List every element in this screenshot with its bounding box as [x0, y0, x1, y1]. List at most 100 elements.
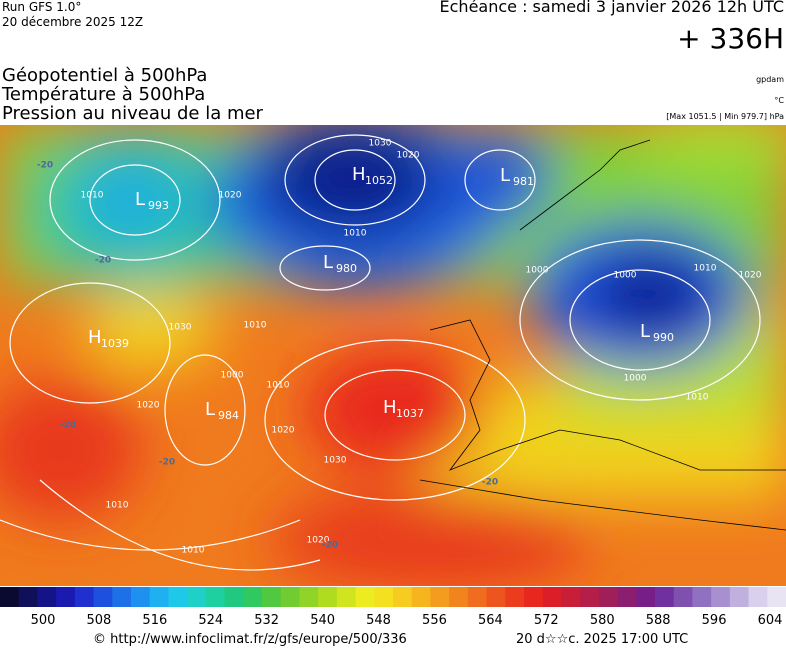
colorbar-swatch — [280, 587, 300, 607]
colorbar-swatch — [187, 587, 207, 607]
center-type: L — [640, 321, 650, 342]
title: Géopotentiel à 500hPa — [2, 65, 207, 86]
colorbar-swatch — [655, 587, 675, 607]
colorbar-swatch — [205, 587, 226, 607]
center-value: 984 — [218, 409, 239, 422]
isobar-label: 1010 — [267, 381, 290, 391]
center-value: 980 — [336, 262, 357, 275]
unit: [Max 1051.5 | Min 979.7] hPa — [666, 112, 784, 121]
colorbar-swatch — [224, 587, 244, 607]
colorbar-swatch — [617, 587, 637, 607]
colorbar-swatch — [112, 587, 132, 607]
colorbar-swatch — [486, 587, 506, 607]
colorbar-tick: 532 — [254, 613, 279, 628]
temperature-label: -20 — [159, 458, 175, 468]
colorbar-swatch — [0, 587, 20, 607]
colorbar-tick: 540 — [310, 613, 335, 628]
isobar-label: 1010 — [344, 229, 367, 239]
colorbar-swatch — [243, 587, 263, 607]
temperature-label: -20 — [482, 478, 498, 488]
isobar-label: 1000 — [614, 271, 637, 281]
colorbar-swatch — [411, 587, 431, 607]
colorbar-tick: 604 — [758, 613, 783, 628]
center-type: L — [135, 189, 145, 210]
temperature-label: -20 — [60, 421, 76, 431]
center-type: L — [205, 399, 215, 420]
colorbar-swatch — [748, 587, 768, 607]
colorbar-swatch — [74, 587, 95, 607]
colorbar-swatch — [131, 587, 151, 607]
colorbar-swatch — [542, 587, 562, 607]
title: Pression au niveau de la mer — [2, 103, 264, 124]
center-value: 1039 — [101, 337, 129, 350]
isobar-label: 1030 — [324, 456, 347, 466]
colorbar-swatch — [580, 587, 600, 607]
colorbar-swatch — [37, 587, 57, 607]
isobar-label: 1020 — [137, 401, 160, 411]
colorbar-tick: 500 — [31, 613, 56, 628]
isobar-label: 1020 — [397, 151, 420, 161]
center-type: H — [352, 164, 366, 185]
colorbar-swatch — [598, 587, 619, 607]
isobar-label: 1010 — [244, 321, 267, 331]
isobar-label: 1000 — [221, 371, 244, 381]
colorbar-swatch — [149, 587, 169, 607]
colorbar-swatch — [262, 587, 282, 607]
colorbar-swatch — [374, 587, 394, 607]
isobar-label: 1030 — [169, 323, 192, 333]
temperature-label: -20 — [322, 541, 338, 551]
colorbar-swatch — [93, 587, 113, 607]
colorbar-tick: 572 — [534, 613, 559, 628]
colorbar-swatch — [467, 587, 488, 607]
title: Température à 500hPa — [1, 84, 205, 105]
unit: gpdam — [756, 75, 784, 84]
isobar-label: 1010 — [694, 264, 717, 274]
colorbar-tick: 564 — [478, 613, 503, 628]
isobar-label: 1000 — [624, 374, 647, 384]
isobar-label: 1010 — [182, 546, 205, 556]
isobar-label: 1010 — [686, 393, 709, 403]
unit: °C — [774, 96, 784, 105]
isobar-label: 1000 — [526, 266, 549, 276]
colorbar-swatch — [636, 587, 656, 607]
colorbar-tick: 556 — [422, 613, 447, 628]
lead-time: + 336H — [677, 22, 784, 55]
center-value: 990 — [653, 331, 674, 344]
isobar-label: 1020 — [219, 191, 242, 201]
colorbar-tick: 596 — [702, 613, 727, 628]
colorbar-swatch — [299, 587, 319, 607]
center-value: 1052 — [365, 174, 393, 187]
center-value: 993 — [148, 199, 169, 212]
colorbar-tick: 516 — [142, 613, 167, 628]
colorbar-swatch — [56, 587, 76, 607]
colorbar-swatch — [18, 587, 38, 607]
colorbar-swatch — [561, 587, 581, 607]
colorbar-swatch — [168, 587, 188, 607]
colorbar-swatch — [318, 587, 338, 607]
center-value: 1037 — [396, 407, 424, 420]
center-value: 981 — [513, 175, 534, 188]
center-type: L — [323, 252, 333, 273]
colorbar-swatch — [767, 587, 786, 607]
colorbar-swatch — [449, 587, 469, 607]
isobar-label: 1030 — [369, 139, 392, 149]
source: © http://www.infoclimat.fr/z/gfs/europe/… — [93, 632, 407, 647]
colorbar-swatch — [673, 587, 693, 607]
center-type: H — [88, 327, 102, 348]
valid-time: Echéance : samedi 3 janvier 2026 12h UTC — [440, 0, 784, 16]
colorbar-tick: 548 — [366, 613, 391, 628]
colorbar-swatch — [505, 587, 525, 607]
colorbar-swatch — [336, 587, 357, 607]
isobar-label: 1020 — [272, 426, 295, 436]
temperature-label: -20 — [37, 161, 53, 171]
isobar-label: 1020 — [307, 536, 330, 546]
colorbar-swatch — [692, 587, 712, 607]
isobar-label: 1010 — [106, 501, 129, 511]
colorbar-swatch — [355, 587, 375, 607]
colorbar-swatch — [729, 587, 750, 607]
isobar-label: 1020 — [739, 271, 762, 281]
run: Run GFS 1.0° — [2, 0, 81, 14]
colorbar-tick: 508 — [87, 613, 112, 628]
colorbar-swatch — [430, 587, 450, 607]
